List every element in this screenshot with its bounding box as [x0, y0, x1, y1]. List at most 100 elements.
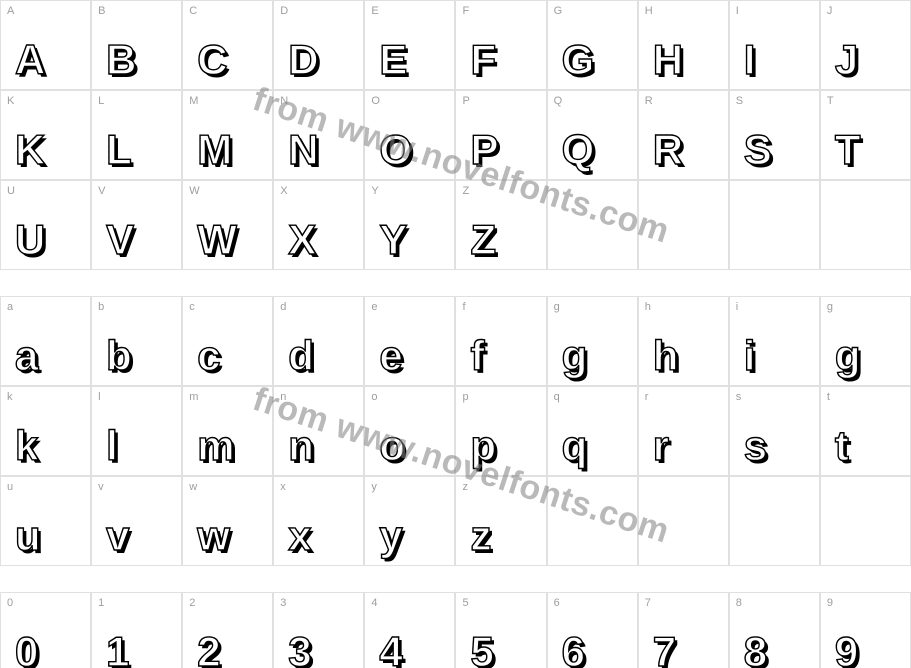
cell-key-label: T [827, 95, 834, 107]
cell-key-label: s [736, 391, 742, 403]
cell-key-label: D [280, 5, 288, 17]
glyph-cell: ooo [364, 386, 455, 476]
cell-key-label: g [554, 301, 560, 313]
glyph-cell: vvv [91, 476, 182, 566]
glyph-cell: RRR [638, 90, 729, 180]
glyph-face: k [15, 422, 38, 469]
glyph-face: 9 [835, 628, 858, 668]
cell-key-label: 4 [371, 597, 377, 609]
cell-key-label: E [371, 5, 378, 17]
cell-key-label: n [280, 391, 286, 403]
glyph-wrap: HH [639, 39, 728, 81]
glyph-cell: 888 [729, 592, 820, 668]
glyph-wrap: JJ [821, 39, 910, 81]
glyph-wrap: CC [183, 39, 272, 81]
cell-key-label: 1 [98, 597, 104, 609]
glyph-wrap: ll [92, 425, 181, 467]
glyph-cell: rrr [638, 386, 729, 476]
glyph-cell: yyy [364, 476, 455, 566]
glyph-wrap: qq [548, 425, 637, 467]
glyph-face: O [379, 126, 412, 173]
cell-key-label: Q [554, 95, 563, 107]
empty-cell [547, 476, 638, 566]
glyph-cell: JJJ [820, 0, 911, 90]
empty-cell [638, 476, 729, 566]
glyph: WW [197, 219, 237, 261]
glyph-face: i [744, 332, 756, 379]
glyph-cell: MMM [182, 90, 273, 180]
cell-key-label: 3 [280, 597, 286, 609]
digits-section: 000111222333444555666777888999 [0, 592, 911, 668]
glyph: 22 [197, 631, 220, 668]
glyph-wrap: 22 [183, 631, 272, 668]
cell-key-label: f [462, 301, 465, 313]
glyph: GG [562, 39, 595, 81]
glyph-face: 5 [470, 628, 493, 668]
glyph-wrap: 11 [92, 631, 181, 668]
glyph-wrap: XX [274, 219, 363, 261]
glyph: XX [288, 219, 316, 261]
glyph-cell: sss [729, 386, 820, 476]
cell-key-label: K [7, 95, 14, 107]
glyph-cell: KKK [0, 90, 91, 180]
glyph-cell: qqq [547, 386, 638, 476]
cell-key-label: 8 [736, 597, 742, 609]
cell-key-label: 2 [189, 597, 195, 609]
glyph-face: P [470, 126, 498, 173]
glyph: LL [106, 129, 132, 171]
glyph-face: M [197, 126, 232, 173]
cell-key-label: v [98, 481, 104, 493]
cell-key-label: C [189, 5, 197, 17]
glyph-cell: VVV [91, 180, 182, 270]
glyph: uu [15, 515, 41, 557]
glyph-wrap: ii [730, 335, 819, 377]
glyph-face: a [15, 332, 38, 379]
cell-key-label: 6 [554, 597, 560, 609]
glyph-face: K [15, 126, 45, 173]
glyph-face: r [653, 422, 669, 469]
glyph: PP [470, 129, 498, 171]
glyph-face: g [835, 332, 861, 379]
glyph-wrap: DD [274, 39, 363, 81]
glyph: RR [653, 129, 683, 171]
cell-key-label: l [98, 391, 100, 403]
glyph: 88 [744, 631, 767, 668]
glyph-cell: aaa [0, 296, 91, 386]
glyph: dd [288, 335, 314, 377]
glyph-wrap: ww [183, 515, 272, 557]
glyph-face: B [106, 36, 136, 83]
glyph-wrap: 33 [274, 631, 363, 668]
glyph: JJ [835, 39, 858, 81]
glyph-cell: 000 [0, 592, 91, 668]
glyph: FF [470, 39, 496, 81]
glyph-face: h [653, 332, 679, 379]
glyph-face: w [197, 512, 230, 559]
cell-key-label: U [7, 185, 15, 197]
glyph-cell: ggg [820, 296, 911, 386]
glyph-face: E [379, 36, 407, 83]
glyph-wrap: ZZ [456, 219, 545, 261]
glyph-wrap: ff [456, 335, 545, 377]
glyph-cell: YYY [364, 180, 455, 270]
lowercase-section: aaabbbcccdddeeefffggghhhiiigggkkklllmmmn… [0, 296, 911, 566]
cell-key-label: B [98, 5, 105, 17]
glyph-cell: EEE [364, 0, 455, 90]
glyph: QQ [562, 129, 595, 171]
glyph: nn [288, 425, 314, 467]
glyph: qq [562, 425, 588, 467]
glyph-face: H [653, 36, 683, 83]
glyph-cell: 444 [364, 592, 455, 668]
glyph-face: N [288, 126, 318, 173]
glyph-cell: ccc [182, 296, 273, 386]
glyph-face: t [835, 422, 849, 469]
glyph: ll [106, 425, 118, 467]
glyph-cell: FFF [455, 0, 546, 90]
glyph-cell: GGG [547, 0, 638, 90]
glyph-wrap: NN [274, 129, 363, 171]
cell-key-label: W [189, 185, 199, 197]
glyph: ee [379, 335, 402, 377]
glyph-wrap: gg [548, 335, 637, 377]
cell-key-label: X [280, 185, 287, 197]
glyph-wrap: 00 [1, 631, 90, 668]
cell-key-label: A [7, 5, 14, 17]
